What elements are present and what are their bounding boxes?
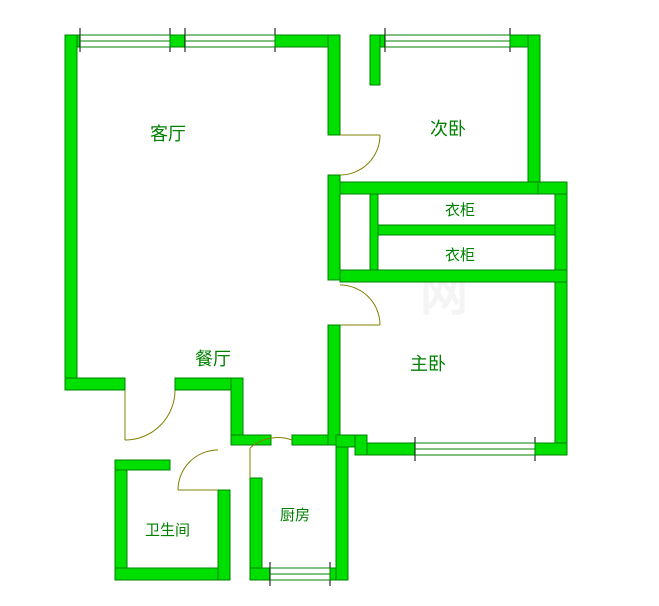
wall bbox=[355, 435, 367, 455]
window-top-3 bbox=[385, 28, 510, 52]
wall bbox=[170, 35, 185, 47]
master-bedroom-label: 主卧 bbox=[410, 354, 446, 374]
wall bbox=[370, 35, 380, 85]
wall bbox=[231, 378, 243, 443]
window-kitchen bbox=[270, 562, 330, 586]
wall bbox=[328, 175, 340, 280]
wall bbox=[115, 460, 127, 580]
wall bbox=[528, 35, 540, 190]
wall bbox=[535, 443, 567, 455]
closet1-label: 衣柜 bbox=[445, 202, 475, 219]
wall bbox=[65, 378, 125, 390]
bathroom-door bbox=[178, 450, 218, 490]
floor-plan: 网 bbox=[0, 0, 659, 606]
window-top-1 bbox=[80, 28, 170, 52]
secondary-bedroom-door bbox=[340, 135, 380, 175]
wall bbox=[328, 325, 340, 445]
wall bbox=[250, 568, 270, 580]
dining-room-label: 餐厅 bbox=[195, 349, 231, 369]
window-top-2 bbox=[185, 28, 275, 52]
wall bbox=[250, 478, 262, 580]
main-door bbox=[125, 390, 175, 440]
closet2-label: 衣柜 bbox=[445, 247, 475, 264]
wall bbox=[115, 568, 230, 580]
wall bbox=[340, 270, 567, 282]
secondary-bedroom-label: 次卧 bbox=[430, 119, 466, 139]
wall bbox=[218, 490, 230, 580]
wall bbox=[328, 35, 340, 135]
master-bedroom-door bbox=[340, 285, 380, 325]
living-room-label: 客厅 bbox=[150, 124, 186, 144]
wall bbox=[65, 35, 77, 390]
wall bbox=[115, 460, 170, 470]
window-master bbox=[415, 437, 535, 461]
bathroom-label: 卫生间 bbox=[145, 522, 190, 539]
wall bbox=[370, 225, 555, 235]
wall bbox=[370, 194, 378, 270]
wall bbox=[555, 182, 567, 455]
wall bbox=[340, 182, 538, 194]
wall bbox=[336, 435, 348, 580]
kitchen-label: 厨房 bbox=[280, 507, 310, 524]
